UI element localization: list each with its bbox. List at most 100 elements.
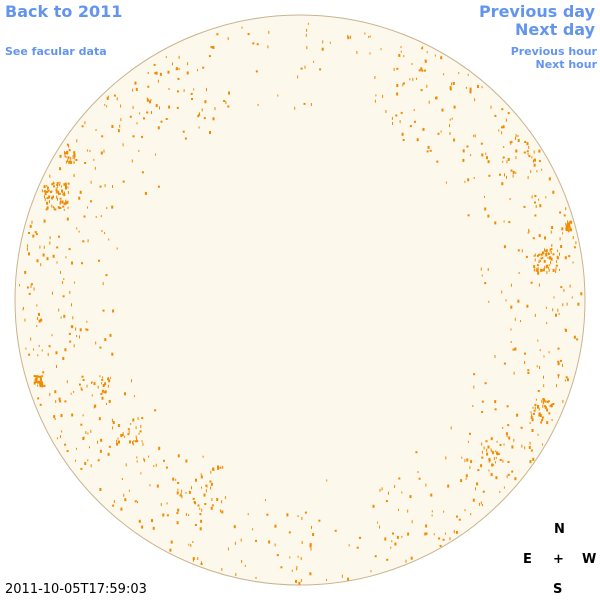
facula — [87, 206, 88, 209]
facula — [529, 422, 531, 424]
facula — [141, 135, 143, 138]
facula — [300, 67, 303, 70]
facula — [510, 305, 513, 309]
facular-data-link[interactable]: See facular data — [5, 45, 107, 58]
facula — [38, 344, 40, 347]
facula — [37, 380, 40, 384]
facula — [537, 433, 539, 436]
facula — [192, 558, 194, 562]
facula — [153, 63, 156, 66]
facula — [526, 150, 529, 153]
facula — [108, 379, 111, 383]
facula — [150, 99, 152, 102]
facula — [524, 361, 526, 364]
facula — [445, 181, 447, 184]
facula — [212, 467, 215, 471]
facula — [131, 159, 133, 163]
facula — [200, 563, 203, 565]
facula — [480, 501, 482, 505]
facula — [443, 73, 445, 76]
next-day-link[interactable]: Next day — [515, 20, 595, 39]
facula — [156, 484, 159, 488]
facula — [64, 154, 66, 158]
facula — [517, 299, 520, 303]
facula — [241, 26, 243, 29]
facula — [536, 170, 538, 173]
facula — [132, 88, 134, 92]
facula — [101, 135, 104, 138]
facula — [517, 139, 520, 142]
facula — [68, 144, 70, 148]
back-link[interactable]: Back to 2011 — [5, 2, 123, 21]
facula — [534, 195, 537, 197]
facula — [176, 491, 179, 495]
facula — [534, 214, 537, 217]
facula — [228, 91, 230, 95]
facula — [106, 403, 107, 405]
facula — [480, 142, 483, 145]
facula — [539, 349, 541, 352]
facula — [63, 278, 65, 281]
facula — [40, 381, 43, 385]
facula — [510, 283, 512, 287]
facula — [204, 100, 207, 104]
facula — [503, 486, 505, 489]
facula — [567, 220, 569, 223]
facula — [210, 46, 213, 49]
facula — [297, 555, 299, 558]
facula — [569, 220, 572, 223]
facula — [26, 286, 29, 289]
next-hour-link[interactable]: Next hour — [535, 58, 598, 71]
previous-day-link[interactable]: Previous day — [478, 2, 595, 21]
facula — [401, 132, 404, 136]
facula — [35, 375, 37, 379]
facula — [44, 195, 45, 199]
facula — [528, 228, 530, 232]
facula — [216, 33, 219, 36]
facula — [534, 403, 537, 406]
previous-hour-link[interactable]: Previous hour — [510, 45, 597, 58]
facula — [490, 105, 492, 109]
facula — [53, 207, 55, 211]
facula — [481, 400, 484, 403]
facula — [547, 252, 549, 256]
facula — [69, 290, 71, 294]
facula — [556, 260, 558, 264]
facula — [296, 568, 298, 571]
facula — [564, 379, 566, 382]
facula — [36, 304, 38, 307]
facula — [221, 510, 224, 514]
facula — [506, 475, 508, 479]
facula — [79, 328, 82, 332]
facula — [101, 378, 104, 381]
facula — [334, 529, 337, 532]
facula — [40, 318, 43, 322]
facula — [70, 156, 72, 160]
facula — [548, 412, 551, 415]
facula — [565, 207, 567, 211]
facula — [421, 47, 423, 50]
facula — [348, 544, 350, 547]
facula — [209, 131, 211, 134]
facula — [135, 435, 137, 439]
facula — [109, 333, 112, 337]
facula — [494, 408, 497, 411]
facula — [57, 197, 58, 201]
facula — [481, 450, 483, 454]
facula — [486, 448, 488, 452]
facula — [310, 547, 312, 551]
facula — [407, 509, 409, 513]
facula — [488, 469, 490, 472]
facula — [120, 104, 122, 108]
facula — [478, 502, 480, 506]
facula — [66, 380, 68, 384]
facula — [441, 108, 444, 112]
facula — [22, 308, 24, 311]
facula — [130, 423, 132, 425]
facula — [59, 167, 62, 171]
facula — [541, 399, 543, 403]
facula — [424, 59, 427, 63]
facula — [562, 363, 563, 367]
compass-north: N — [554, 522, 565, 537]
facula — [572, 236, 574, 239]
